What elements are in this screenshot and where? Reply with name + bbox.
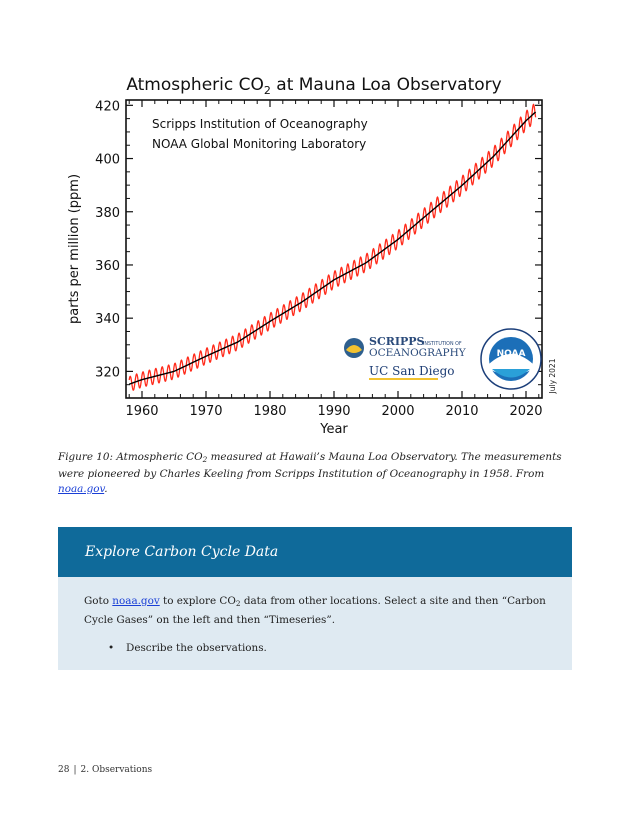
x-tick-label: 2020	[509, 404, 542, 419]
svg-text:Atmospheric CO2 at Mauna Loa O: Atmospheric CO2 at Mauna Loa Observatory	[126, 75, 501, 97]
x-tick-label: 1970	[189, 404, 222, 419]
co2-chart-svg: Atmospheric CO2 at Mauna Loa Observatory…	[67, 75, 557, 437]
svg-text:UC San Diego: UC San Diego	[369, 364, 455, 378]
explore-box-body: Goto noaa.gov to explore CO2 data from o…	[58, 577, 572, 657]
figure-caption: Figure 10: Atmospheric CO2 measured at H…	[58, 451, 562, 495]
x-tick-label: 2000	[381, 404, 414, 419]
y-tick-label: 320	[95, 365, 120, 380]
annotation-scripps: Scripps Institution of Oceanography	[152, 117, 368, 131]
explore-box-list: Describe the observations.	[84, 640, 546, 657]
annotation-noaa: NOAA Global Monitoring Laboratory	[152, 137, 366, 151]
page-footer: 28 | 2. Observations	[58, 765, 152, 775]
svg-text:SCRIPPS: SCRIPPS	[369, 335, 425, 348]
list-item: Describe the observations.	[108, 640, 546, 657]
noaa-logo: NOAA	[480, 328, 542, 390]
chart-title: Atmospheric CO2 at Mauna Loa Observatory	[126, 75, 501, 97]
svg-text:OCEANOGRAPHY: OCEANOGRAPHY	[369, 347, 467, 359]
explore-box: Explore Carbon Cycle Data Goto noaa.gov …	[58, 527, 572, 670]
co2-chart: Atmospheric CO2 at Mauna Loa Observatory…	[58, 64, 570, 456]
explore-box-title: Explore Carbon Cycle Data	[58, 527, 572, 577]
date-label: July 2021	[548, 358, 557, 394]
y-tick-label: 380	[95, 206, 120, 221]
y-tick-label: 340	[95, 312, 120, 327]
x-tick-label: 1960	[125, 404, 158, 419]
footer-separator: |	[73, 765, 77, 775]
y-tick-label: 400	[95, 153, 120, 168]
caption-noaa-link[interactable]: noaa.gov	[58, 483, 105, 495]
x-tick-label: 2010	[445, 404, 478, 419]
x-tick-label: 1990	[317, 404, 350, 419]
explore-box-paragraph: Goto noaa.gov to explore CO2 data from o…	[84, 595, 546, 626]
page-number: 28	[58, 765, 70, 775]
y-tick-label: 420	[95, 99, 120, 114]
logos: SCRIPPS INSTITUTION OF OCEANOGRAPHY UC S…	[344, 328, 542, 390]
x-tick-label: 1980	[253, 404, 286, 419]
y-tick-label: 360	[95, 259, 120, 274]
x-axis-label: Year	[319, 422, 348, 437]
box-noaa-link[interactable]: noaa.gov	[112, 595, 160, 607]
section-title: 2. Observations	[80, 765, 153, 775]
svg-text:INSTITUTION OF: INSTITUTION OF	[423, 341, 462, 347]
ucsd-logo: UC San Diego	[369, 364, 455, 380]
series-line-trend	[128, 111, 537, 385]
y-axis-label: parts per million (ppm)	[67, 174, 82, 324]
scripps-logo: SCRIPPS INSTITUTION OF OCEANOGRAPHY	[344, 335, 467, 359]
svg-text:NOAA: NOAA	[497, 349, 526, 359]
